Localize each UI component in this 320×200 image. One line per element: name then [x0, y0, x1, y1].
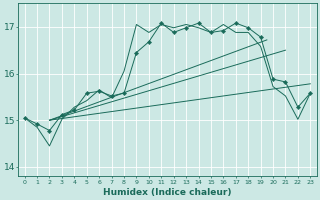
X-axis label: Humidex (Indice chaleur): Humidex (Indice chaleur)	[103, 188, 232, 197]
